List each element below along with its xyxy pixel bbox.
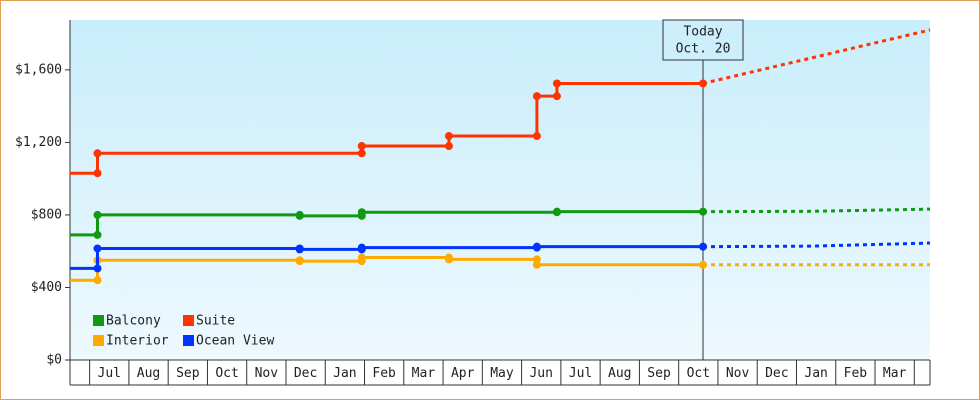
forecast-line [703, 241, 931, 249]
price-point [532, 242, 541, 251]
legend-label: Suite [196, 314, 235, 329]
y-tick-label: $0 [46, 353, 62, 368]
x-tick-label: Oct [215, 366, 238, 381]
x-tick-label: Dec [294, 366, 317, 381]
price-point [444, 255, 453, 264]
price-point [295, 211, 304, 220]
price-point [699, 79, 708, 88]
x-tick-label: Jan [804, 366, 827, 381]
x-tick-label: Oct [687, 366, 710, 381]
price-point [93, 149, 102, 158]
x-tick-label: Jul [98, 366, 121, 381]
legend-swatch [93, 335, 104, 346]
y-tick-label: $1,600 [15, 62, 62, 77]
price-point [699, 242, 708, 251]
price-point [93, 169, 102, 178]
x-tick-label: May [490, 366, 514, 381]
price-point [295, 257, 304, 266]
x-tick-label: Aug [137, 366, 160, 381]
price-point [699, 260, 708, 269]
x-tick-label: Apr [451, 366, 475, 381]
y-tick-label: $1,200 [15, 135, 62, 150]
x-tick-label: Mar [883, 366, 907, 381]
price-point [532, 260, 541, 269]
price-point [444, 142, 453, 151]
price-point [357, 253, 366, 262]
forecast-line [702, 28, 931, 85]
legend-label: Interior [106, 334, 169, 349]
price-point [93, 210, 102, 219]
legend-swatch [93, 315, 104, 326]
x-tick-label: Sep [647, 366, 671, 381]
today-label: Oct. 20 [676, 42, 731, 57]
price-point [552, 207, 561, 216]
legend-swatch [183, 315, 194, 326]
legend-swatch [183, 335, 194, 346]
y-tick-label: $800 [31, 207, 62, 222]
price-point [444, 132, 453, 141]
price-point [357, 243, 366, 252]
x-tick-label: Feb [372, 366, 396, 381]
x-tick-label: Dec [765, 366, 788, 381]
price-point [532, 92, 541, 101]
price-point [93, 244, 102, 253]
price-point [357, 208, 366, 217]
x-tick-label: Jul [569, 366, 592, 381]
x-tick-label: Aug [608, 366, 631, 381]
x-tick-label: Nov [255, 366, 279, 381]
price-point [93, 230, 102, 239]
today-box [662, 19, 744, 61]
legend-label: Balcony [106, 314, 161, 329]
price-point [93, 276, 102, 285]
today-label: Today [683, 25, 722, 40]
x-tick-label: Feb [844, 366, 868, 381]
x-tick-label: Mar [412, 366, 436, 381]
legend-label: Ocean View [196, 334, 274, 349]
plot-area [70, 20, 930, 360]
price-point [295, 245, 304, 254]
price-point [357, 142, 366, 151]
price-point [532, 132, 541, 141]
price-point [552, 92, 561, 101]
price-point [552, 79, 561, 88]
forecast-line [703, 207, 931, 214]
price-point [699, 207, 708, 216]
y-tick-label: $400 [31, 280, 62, 295]
x-tick-label: Nov [726, 366, 750, 381]
price-point [357, 149, 366, 158]
x-tick-label: Sep [176, 366, 200, 381]
x-tick-label: Jun [529, 366, 552, 381]
x-tick-label: Jan [333, 366, 356, 381]
price-point [93, 264, 102, 273]
